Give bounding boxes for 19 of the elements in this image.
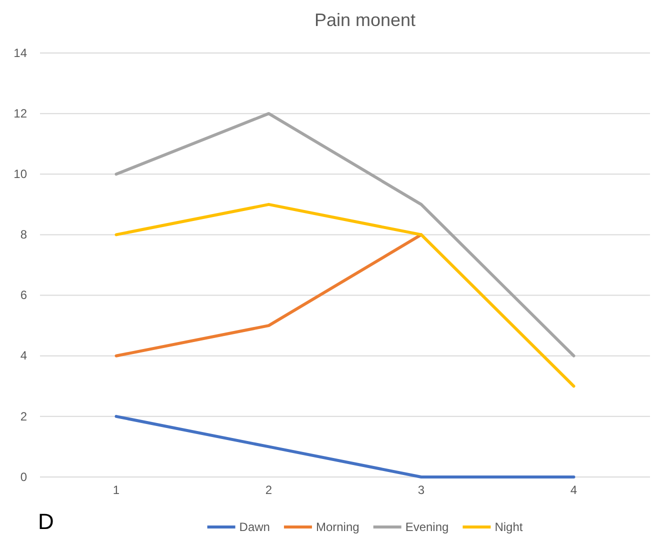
chart-title: Pain monent <box>314 10 416 30</box>
y-tick-label: 8 <box>20 228 28 242</box>
y-tick-label: 4 <box>20 348 28 363</box>
x-tick-label: 4 <box>570 483 578 497</box>
y-tick-label: 10 <box>14 166 28 181</box>
text: D <box>38 509 54 534</box>
legend-label: Morning <box>316 520 360 534</box>
y-tick-label: 0 <box>20 470 28 484</box>
x-tick-label: 3 <box>418 483 425 497</box>
y-tick-label: 14 <box>14 46 28 60</box>
x-tick-label: 2 <box>265 483 272 497</box>
x-tick-label: 1 <box>112 483 120 497</box>
legend-label: Night <box>494 520 524 534</box>
legend-label: Dawn <box>239 520 270 534</box>
line-series <box>114 112 576 358</box>
y-tick-label: 2 <box>20 409 28 424</box>
y-tick-label: 12 <box>14 106 28 120</box>
y-tick-label: 6 <box>20 288 28 302</box>
legend-label: Evening <box>405 520 449 534</box>
